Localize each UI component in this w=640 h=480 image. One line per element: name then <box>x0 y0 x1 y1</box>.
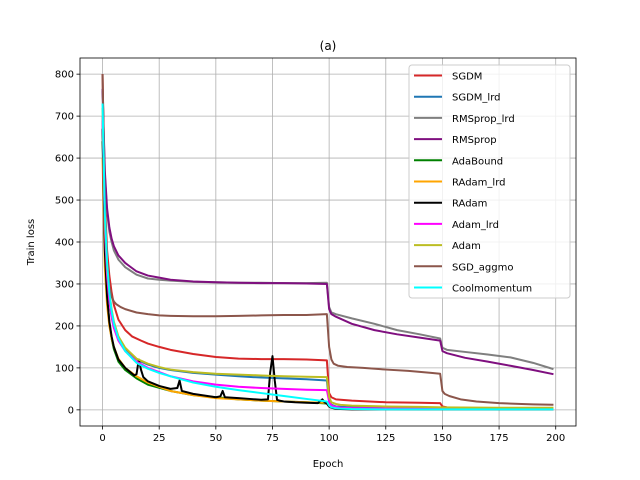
y-tick-label: 600 <box>55 154 74 165</box>
legend-label-rmsprop-lrd: RMSprop_lrd <box>452 114 515 125</box>
legend-label-sgd-aggmo: SGD_aggmo <box>452 262 513 273</box>
x-axis-label: Epoch <box>313 459 344 470</box>
y-axis: 0 100 200 300 400 500 600 700 800 <box>55 70 80 416</box>
legend-label-sgdm-lrd: SGDM_lrd <box>452 93 501 104</box>
legend-label-adam: Adam <box>452 241 481 252</box>
x-tick-label: 25 <box>153 433 166 444</box>
x-tick-label: 100 <box>320 433 339 444</box>
legend-label-adabound: AdaBound <box>452 156 503 167</box>
legend-label-coolmomentum: Coolmomentum <box>452 284 532 295</box>
y-tick-label: 700 <box>55 112 74 123</box>
legend-label-adam-lrd: Adam_lrd <box>452 220 499 231</box>
y-axis-label: Train loss <box>26 219 37 267</box>
series-line-sgd-aggmo <box>101 74 554 406</box>
legend-label-radam-lrd: RAdam_lrd <box>452 178 506 189</box>
x-tick-label: 0 <box>99 433 105 444</box>
legend-label-rmsprop: RMSprop <box>452 135 497 146</box>
x-axis: 0 25 50 75 100 125 150 175 200 <box>99 426 565 444</box>
legend: SGDM SGDM_lrd RMSprop_lrd RMSprop AdaBound RA… <box>408 64 571 299</box>
series-layer <box>101 74 554 411</box>
x-tick-label: 50 <box>209 433 222 444</box>
series-line-rmsprop <box>101 88 554 376</box>
legend-label-radam: RAdam <box>452 199 487 210</box>
series-line-coolmomentum <box>101 103 554 411</box>
y-tick-label: 300 <box>55 279 74 290</box>
legend-box <box>408 64 571 299</box>
y-tick-label: 0 <box>68 405 74 416</box>
chart-title: (a) <box>320 39 337 53</box>
x-tick-label: 150 <box>433 433 452 444</box>
y-tick-label: 400 <box>55 238 74 249</box>
legend-label-sgdm: SGDM <box>452 72 482 83</box>
y-tick-label: 100 <box>55 363 74 374</box>
x-tick-label: 125 <box>376 433 395 444</box>
x-tick-label: 75 <box>266 433 279 444</box>
x-tick-label: 175 <box>490 433 509 444</box>
y-tick-label: 800 <box>55 70 74 81</box>
y-tick-label: 500 <box>55 196 74 207</box>
y-tick-label: 200 <box>55 321 74 332</box>
x-tick-label: 200 <box>546 433 565 444</box>
